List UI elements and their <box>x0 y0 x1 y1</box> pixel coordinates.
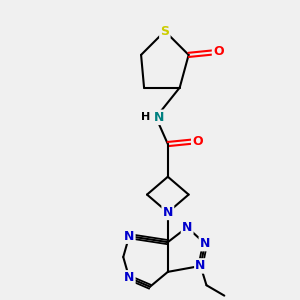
Text: N: N <box>195 260 206 272</box>
Text: S: S <box>160 25 169 38</box>
Text: N: N <box>154 111 164 124</box>
Text: N: N <box>163 206 173 219</box>
Text: N: N <box>200 237 210 250</box>
Text: N: N <box>182 221 192 234</box>
Text: O: O <box>213 45 224 58</box>
Text: N: N <box>124 230 134 243</box>
Text: H: H <box>141 112 150 122</box>
Text: N: N <box>124 271 134 284</box>
Text: O: O <box>192 135 203 148</box>
